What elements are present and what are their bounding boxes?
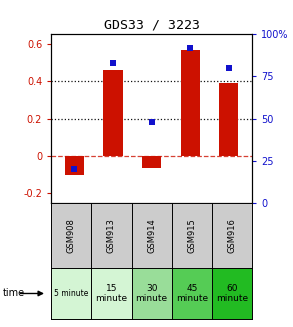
Text: 15
minute: 15 minute — [96, 284, 127, 303]
Bar — [180, 50, 200, 156]
Text: GSM913: GSM913 — [107, 218, 116, 253]
Text: 5 minute: 5 minute — [54, 289, 88, 298]
Text: 30
minute: 30 minute — [136, 284, 168, 303]
Title: GDS33 / 3223: GDS33 / 3223 — [104, 19, 200, 32]
Bar — [103, 70, 123, 156]
Bar — [65, 156, 84, 175]
Bar — [219, 83, 239, 156]
Text: 45
minute: 45 minute — [176, 284, 208, 303]
Text: 60
minute: 60 minute — [216, 284, 248, 303]
Text: GSM915: GSM915 — [187, 218, 196, 253]
Text: GSM908: GSM908 — [67, 218, 76, 253]
Text: time: time — [3, 288, 25, 299]
Text: GSM914: GSM914 — [147, 218, 156, 253]
Text: GSM916: GSM916 — [227, 218, 236, 253]
Bar — [142, 156, 161, 168]
